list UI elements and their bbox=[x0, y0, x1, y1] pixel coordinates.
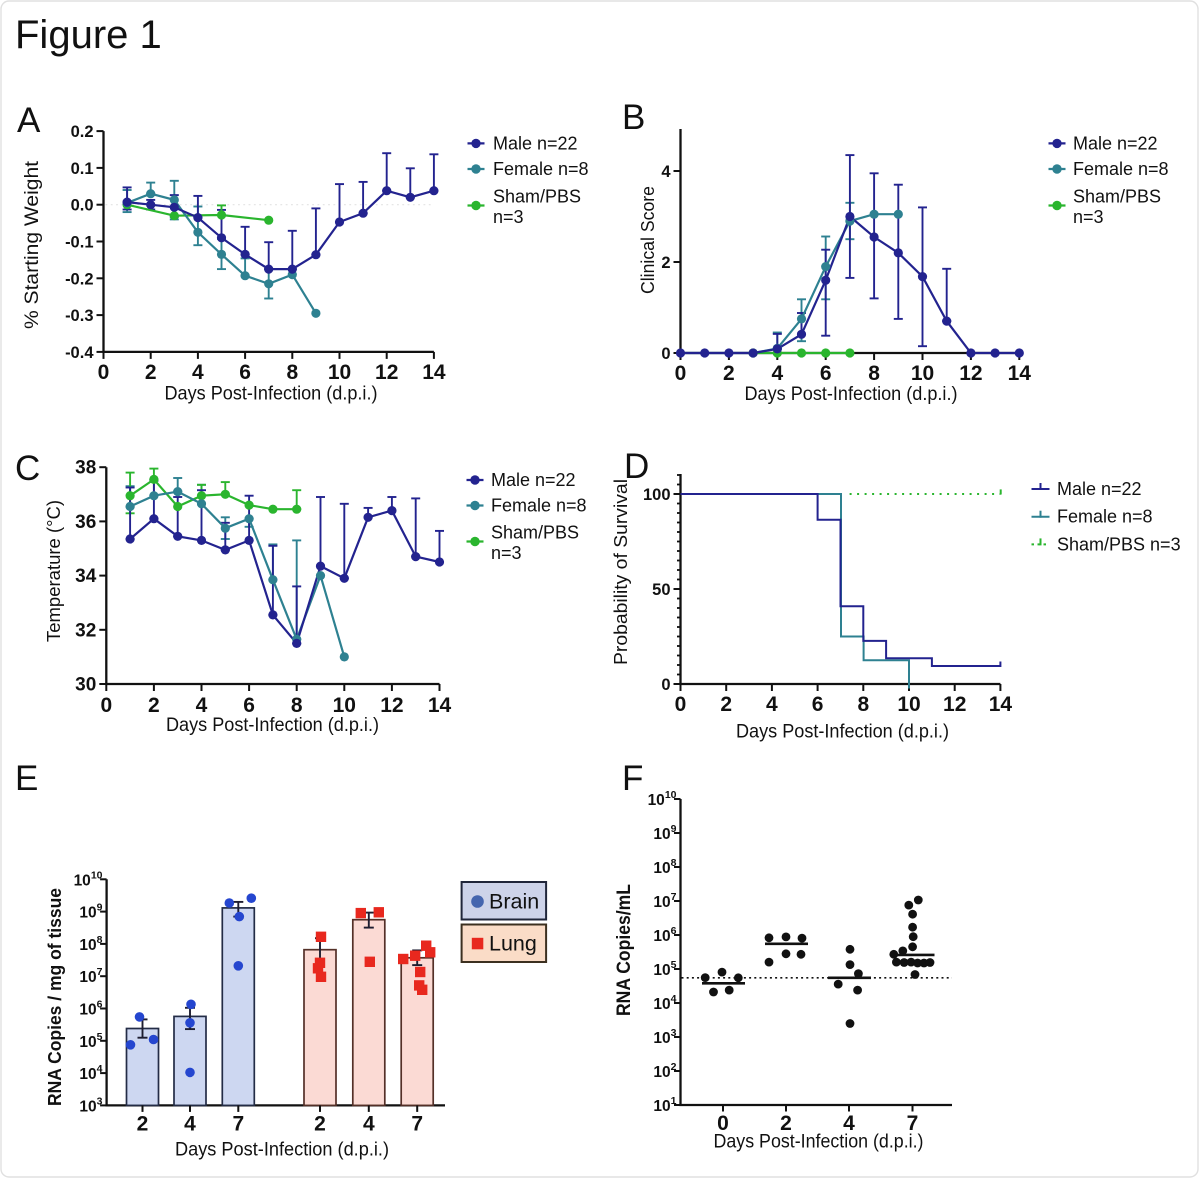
svg-text:C: C bbox=[15, 449, 40, 488]
svg-text:-0.2: -0.2 bbox=[65, 270, 93, 288]
svg-text:Days Post-Infection (d.p.i.): Days Post-Infection (d.p.i.) bbox=[745, 383, 958, 405]
svg-text:Sham/PBS: Sham/PBS bbox=[493, 187, 581, 207]
svg-text:A: A bbox=[17, 101, 41, 140]
svg-text:2: 2 bbox=[780, 1112, 792, 1135]
svg-text:-0.3: -0.3 bbox=[65, 307, 93, 325]
svg-text:7: 7 bbox=[232, 1112, 244, 1135]
svg-text:0: 0 bbox=[661, 345, 670, 363]
svg-text:Brain: Brain bbox=[489, 890, 539, 914]
svg-text:10: 10 bbox=[911, 362, 934, 385]
svg-text:E: E bbox=[15, 759, 38, 798]
svg-text:10: 10 bbox=[333, 694, 356, 717]
svg-text:14: 14 bbox=[422, 361, 446, 384]
svg-text:12: 12 bbox=[943, 693, 966, 716]
svg-text:0: 0 bbox=[675, 693, 687, 716]
svg-text:14: 14 bbox=[428, 694, 452, 717]
svg-text:2: 2 bbox=[723, 362, 735, 385]
svg-text:7: 7 bbox=[411, 1112, 423, 1135]
svg-text:2: 2 bbox=[661, 254, 670, 272]
svg-text:Male n=22: Male n=22 bbox=[1073, 133, 1158, 153]
svg-text:-0.4: -0.4 bbox=[65, 344, 94, 362]
svg-text:n=3: n=3 bbox=[491, 543, 522, 563]
svg-text:2: 2 bbox=[720, 693, 732, 716]
svg-text:8: 8 bbox=[857, 693, 869, 716]
svg-text:Female n=8: Female n=8 bbox=[1057, 507, 1153, 527]
svg-text:0: 0 bbox=[717, 1112, 729, 1135]
svg-text:12: 12 bbox=[959, 362, 982, 385]
svg-text:10: 10 bbox=[897, 693, 920, 716]
svg-text:0: 0 bbox=[100, 694, 112, 717]
svg-text:Male n=22: Male n=22 bbox=[1057, 479, 1142, 499]
svg-text:Figure 1: Figure 1 bbox=[15, 13, 162, 57]
svg-text:12: 12 bbox=[380, 694, 403, 717]
svg-text:RNA Copies / mg of tissue: RNA Copies / mg of tissue bbox=[44, 888, 65, 1106]
svg-text:7: 7 bbox=[907, 1112, 919, 1135]
svg-text:6: 6 bbox=[243, 694, 255, 717]
svg-text:0.1: 0.1 bbox=[71, 160, 94, 178]
svg-text:n=3: n=3 bbox=[493, 207, 524, 227]
svg-text:12: 12 bbox=[375, 361, 398, 384]
svg-text:n=3: n=3 bbox=[1073, 207, 1104, 227]
svg-text:Lung: Lung bbox=[489, 932, 537, 956]
svg-text:10: 10 bbox=[328, 361, 351, 384]
svg-text:F: F bbox=[622, 759, 643, 798]
svg-text:Female n=8: Female n=8 bbox=[491, 496, 587, 516]
svg-text:4: 4 bbox=[184, 1112, 196, 1135]
svg-text:Sham/PBS n=3: Sham/PBS n=3 bbox=[1057, 534, 1181, 554]
svg-text:8: 8 bbox=[868, 362, 880, 385]
svg-text:2: 2 bbox=[148, 694, 160, 717]
svg-text:2: 2 bbox=[137, 1112, 149, 1135]
svg-text:14: 14 bbox=[1008, 362, 1032, 385]
svg-text:4: 4 bbox=[771, 362, 783, 385]
svg-text:36: 36 bbox=[75, 512, 96, 533]
svg-text:RNA Copies/mL: RNA Copies/mL bbox=[614, 884, 635, 1016]
svg-text:2: 2 bbox=[145, 361, 157, 384]
svg-text:32: 32 bbox=[75, 620, 96, 641]
svg-text:Male n=22: Male n=22 bbox=[491, 470, 576, 490]
svg-text:Days Post-Infection (d.p.i.): Days Post-Infection (d.p.i.) bbox=[714, 1131, 924, 1153]
svg-text:4: 4 bbox=[196, 694, 208, 717]
svg-text:-0.1: -0.1 bbox=[65, 234, 93, 252]
svg-text:Days Post-Infection (d.p.i.): Days Post-Infection (d.p.i.) bbox=[165, 383, 378, 405]
svg-text:38: 38 bbox=[75, 458, 96, 479]
svg-text:Male n=22: Male n=22 bbox=[493, 133, 578, 153]
svg-text:4: 4 bbox=[843, 1112, 855, 1135]
svg-text:Sham/PBS: Sham/PBS bbox=[491, 523, 579, 543]
svg-text:100: 100 bbox=[643, 486, 671, 504]
svg-text:6: 6 bbox=[812, 693, 824, 716]
svg-text:8: 8 bbox=[286, 361, 298, 384]
svg-text:4: 4 bbox=[363, 1112, 375, 1135]
svg-text:14: 14 bbox=[989, 693, 1013, 716]
svg-text:4: 4 bbox=[661, 163, 671, 181]
svg-text:% Starting Weight: % Starting Weight bbox=[22, 160, 43, 329]
svg-text:34: 34 bbox=[75, 566, 97, 587]
svg-text:Female n=8: Female n=8 bbox=[1073, 159, 1169, 179]
svg-text:B: B bbox=[622, 98, 645, 137]
svg-text:Sham/PBS: Sham/PBS bbox=[1073, 187, 1161, 207]
svg-text:Female n=8: Female n=8 bbox=[493, 159, 589, 179]
svg-text:D: D bbox=[624, 447, 649, 486]
svg-text:0: 0 bbox=[661, 676, 670, 694]
svg-text:Temperature (°C): Temperature (°C) bbox=[44, 500, 64, 642]
svg-text:8: 8 bbox=[291, 694, 303, 717]
svg-text:Days Post-Infection (d.p.i.): Days Post-Infection (d.p.i.) bbox=[736, 721, 949, 743]
svg-text:0.2: 0.2 bbox=[71, 123, 94, 141]
svg-text:6: 6 bbox=[239, 361, 251, 384]
svg-text:Days Post-Infection (d.p.i.): Days Post-Infection (d.p.i.) bbox=[166, 714, 379, 736]
svg-text:4: 4 bbox=[766, 693, 778, 716]
svg-text:Days Post-Infection (d.p.i.): Days Post-Infection (d.p.i.) bbox=[175, 1139, 389, 1161]
svg-text:0.0: 0.0 bbox=[71, 197, 94, 215]
svg-text:Probability of Survival: Probability of Survival bbox=[610, 479, 631, 665]
svg-text:Clinical Score: Clinical Score bbox=[637, 186, 658, 294]
svg-text:4: 4 bbox=[192, 361, 204, 384]
svg-text:2: 2 bbox=[314, 1112, 326, 1135]
svg-text:0: 0 bbox=[675, 362, 687, 385]
svg-text:6: 6 bbox=[820, 362, 832, 385]
svg-text:0: 0 bbox=[98, 361, 110, 384]
svg-text:30: 30 bbox=[75, 675, 96, 696]
svg-text:50: 50 bbox=[652, 581, 670, 599]
